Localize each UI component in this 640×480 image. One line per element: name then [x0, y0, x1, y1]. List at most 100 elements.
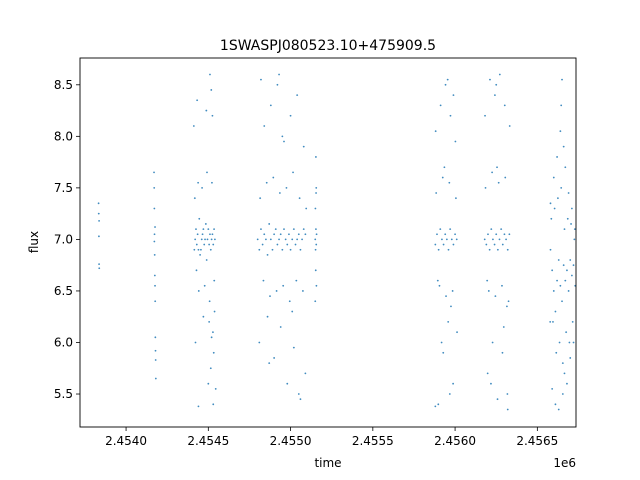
data-point [304, 233, 307, 236]
data-point [551, 269, 554, 272]
x-tick-label: 2.4550 [270, 434, 312, 448]
data-point [439, 228, 442, 231]
scatter-series [97, 73, 577, 411]
data-point [200, 238, 203, 241]
data-point [262, 279, 265, 282]
data-point [554, 403, 557, 406]
data-point [491, 171, 493, 174]
data-point [286, 382, 289, 385]
x-tick-label: 2.4540 [105, 434, 147, 448]
data-point [304, 372, 307, 375]
data-point [98, 267, 101, 270]
data-point [438, 284, 441, 287]
data-point [315, 233, 318, 236]
data-point [291, 238, 294, 241]
data-point [553, 207, 556, 210]
data-point [292, 228, 295, 231]
x-axis-offset-label: 1e6 [553, 456, 576, 470]
data-point [565, 331, 568, 334]
data-point [97, 202, 100, 205]
data-point [441, 176, 444, 179]
data-point [268, 362, 271, 364]
data-point [209, 233, 211, 236]
data-point [549, 248, 552, 251]
data-point [563, 372, 566, 375]
data-point [314, 248, 317, 251]
data-point [501, 243, 504, 246]
data-point [302, 145, 305, 148]
data-point [283, 140, 285, 143]
data-point [203, 284, 206, 287]
data-point [556, 279, 558, 282]
data-point [436, 279, 439, 282]
data-point [266, 253, 269, 256]
data-point [210, 89, 213, 91]
data-point [556, 156, 558, 158]
data-point [552, 290, 555, 292]
data-point [315, 192, 317, 194]
data-point [450, 305, 452, 308]
data-point [564, 279, 567, 282]
data-point [289, 248, 292, 251]
data-point [208, 300, 211, 303]
data-point [496, 398, 499, 401]
y-tick-label: 7.5 [54, 181, 73, 195]
data-point [201, 233, 204, 236]
data-point [291, 310, 294, 313]
data-point [153, 186, 156, 189]
data-point [278, 238, 280, 241]
data-point [213, 228, 215, 231]
data-point [491, 341, 494, 344]
data-point [561, 300, 563, 303]
data-point [566, 382, 568, 385]
data-point [211, 233, 214, 236]
data-point [194, 341, 197, 344]
data-point [211, 114, 214, 117]
data-point [492, 238, 494, 241]
data-point [213, 310, 216, 313]
data-point [289, 114, 292, 117]
data-point [211, 181, 213, 184]
data-point [193, 197, 196, 200]
data-point [205, 109, 208, 112]
data-point [494, 94, 496, 97]
y-axis-label: flux [27, 231, 41, 253]
data-point [508, 233, 511, 236]
y-tick-label: 6.5 [54, 284, 73, 298]
data-point [204, 238, 206, 241]
x-tick-label: 2.4545 [187, 434, 229, 448]
data-point [446, 78, 449, 81]
data-point [265, 238, 267, 241]
data-point [437, 248, 440, 251]
data-point [506, 248, 509, 251]
data-point [258, 248, 261, 251]
data-point [269, 295, 271, 297]
data-point [487, 233, 489, 236]
data-point [265, 181, 268, 184]
data-point [502, 326, 505, 328]
data-point [506, 408, 509, 411]
data-point [193, 248, 196, 251]
data-point [557, 259, 560, 261]
data-point [454, 140, 457, 143]
data-point [315, 243, 318, 246]
data-point [448, 181, 451, 184]
data-point [447, 248, 450, 251]
data-point [503, 104, 506, 107]
data-point [568, 341, 571, 344]
x-tick-label: 2.4560 [434, 434, 476, 448]
data-point [207, 382, 210, 385]
data-point [195, 269, 198, 272]
data-point [296, 94, 299, 97]
data-point [192, 125, 195, 127]
data-point [503, 233, 506, 236]
data-point [301, 238, 303, 241]
data-point [276, 243, 279, 246]
data-point [210, 336, 213, 339]
data-point [278, 192, 281, 194]
data-point [557, 408, 560, 411]
data-point [279, 326, 282, 328]
data-point [207, 228, 210, 231]
data-point [443, 166, 446, 169]
